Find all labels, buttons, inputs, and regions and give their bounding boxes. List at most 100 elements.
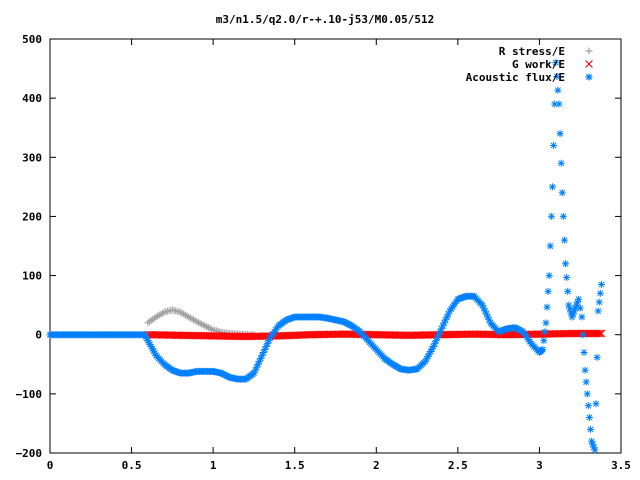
legend-label: R stress/E xyxy=(499,45,565,58)
data-point xyxy=(539,346,547,353)
data-point xyxy=(191,317,199,325)
data-point xyxy=(257,354,265,362)
data-point xyxy=(146,341,154,349)
data-point xyxy=(423,355,431,363)
data-point xyxy=(591,446,599,454)
data-point xyxy=(485,316,493,324)
data-point xyxy=(568,313,576,321)
plot-frame xyxy=(49,38,622,454)
data-point xyxy=(567,309,575,317)
data-point xyxy=(597,329,606,338)
data-point xyxy=(481,307,489,315)
data-point xyxy=(265,337,273,345)
data-point xyxy=(251,366,259,374)
data-point xyxy=(429,343,437,351)
data-point xyxy=(557,159,565,167)
data-point xyxy=(194,319,202,327)
data-point xyxy=(589,440,597,448)
data-point xyxy=(142,333,150,341)
data-point xyxy=(587,425,595,433)
series-acoustic-flux-e xyxy=(46,59,605,454)
data-point xyxy=(545,272,553,280)
y-tick-label: −100 xyxy=(16,388,43,401)
data-point xyxy=(597,280,605,288)
data-point xyxy=(201,322,209,330)
data-point xyxy=(253,363,261,371)
data-point xyxy=(199,321,207,329)
data-point xyxy=(584,402,592,410)
data-point xyxy=(542,319,550,327)
data-point xyxy=(579,331,587,339)
data-point xyxy=(428,345,436,353)
data-marks xyxy=(46,59,606,454)
data-point xyxy=(553,72,561,80)
data-point xyxy=(439,322,447,330)
data-point xyxy=(570,307,578,315)
data-point xyxy=(578,313,586,321)
data-point xyxy=(594,307,602,315)
data-point xyxy=(573,298,581,306)
x-tick-label: 2.5 xyxy=(448,459,468,472)
data-point xyxy=(575,295,583,303)
data-point xyxy=(150,347,158,355)
data-point xyxy=(208,325,216,333)
data-point xyxy=(147,343,155,351)
data-point xyxy=(558,189,566,197)
data-point xyxy=(435,331,443,339)
data-point xyxy=(427,347,435,355)
data-point xyxy=(141,331,149,339)
data-point xyxy=(566,305,574,313)
data-point xyxy=(258,351,266,359)
data-point xyxy=(196,319,204,327)
y-tick-label: −200 xyxy=(16,447,43,460)
data-point xyxy=(144,337,152,345)
x-tick-label: 0.5 xyxy=(122,459,142,472)
data-point xyxy=(145,339,153,347)
data-point xyxy=(425,350,433,358)
data-point xyxy=(421,357,429,365)
data-point xyxy=(563,274,571,282)
data-point xyxy=(143,335,151,343)
x-tick-label: 0 xyxy=(47,459,54,472)
data-point xyxy=(264,340,272,348)
data-point xyxy=(438,325,446,333)
axes: 0 0.5 1 1.5 2 2.5 3 3.5 500 400 300 200 100 0 −100 −200 xyxy=(16,33,631,472)
x-tick-label: 1 xyxy=(210,459,217,472)
data-point xyxy=(547,212,555,220)
data-point xyxy=(431,340,439,348)
x-tick-label: 3 xyxy=(536,459,543,472)
data-point xyxy=(203,323,211,331)
data-point xyxy=(151,349,159,357)
data-point xyxy=(261,346,269,353)
data-point xyxy=(560,236,568,244)
data-point xyxy=(554,86,562,94)
data-point xyxy=(548,183,556,191)
data-point xyxy=(583,390,591,398)
data-point xyxy=(482,310,490,318)
data-point xyxy=(198,320,206,328)
data-point xyxy=(540,337,548,345)
data-point xyxy=(585,414,593,422)
data-point xyxy=(572,301,580,309)
data-point xyxy=(588,437,596,445)
data-point xyxy=(250,369,258,377)
data-point xyxy=(569,310,577,318)
data-point xyxy=(424,352,432,360)
data-point xyxy=(580,348,588,356)
data-point xyxy=(551,100,559,108)
data-point xyxy=(555,100,563,108)
data-point xyxy=(596,289,604,297)
data-point xyxy=(562,260,570,268)
data-point xyxy=(582,378,590,386)
data-point xyxy=(544,287,552,295)
data-point xyxy=(484,313,492,321)
data-point xyxy=(262,343,270,351)
data-point xyxy=(543,303,551,311)
data-point xyxy=(442,316,450,324)
data-point xyxy=(559,212,567,220)
x-tick-label: 2 xyxy=(373,459,380,472)
legend-marker xyxy=(585,47,593,55)
x-tick-label: 1.5 xyxy=(285,459,305,472)
data-point xyxy=(440,319,448,327)
